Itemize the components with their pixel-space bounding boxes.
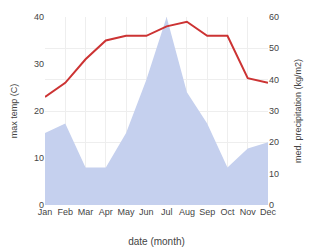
svg-text:0: 0 — [39, 200, 44, 210]
svg-text:10: 10 — [269, 169, 279, 179]
svg-text:Dec: Dec — [260, 207, 277, 217]
svg-text:60: 60 — [269, 12, 279, 22]
svg-text:20: 20 — [34, 106, 44, 116]
svg-text:med. precipitation (kg/m2): med. precipitation (kg/m2) — [293, 59, 303, 163]
svg-text:Jan: Jan — [38, 207, 53, 217]
svg-text:20: 20 — [269, 137, 279, 147]
svg-text:30: 30 — [34, 59, 44, 69]
svg-text:date (month): date (month) — [128, 236, 185, 247]
svg-text:Feb: Feb — [58, 207, 74, 217]
svg-text:Oct: Oct — [220, 207, 235, 217]
svg-text:Jun: Jun — [139, 207, 154, 217]
svg-text:Nov: Nov — [240, 207, 257, 217]
svg-text:max temp (C): max temp (C) — [9, 84, 19, 139]
svg-text:Aug: Aug — [179, 207, 195, 217]
svg-text:50: 50 — [269, 43, 279, 53]
svg-text:0: 0 — [269, 200, 274, 210]
svg-text:Apr: Apr — [99, 207, 113, 217]
svg-text:10: 10 — [34, 153, 44, 163]
svg-text:May: May — [118, 207, 136, 217]
svg-text:Jul: Jul — [161, 207, 173, 217]
svg-text:30: 30 — [269, 106, 279, 116]
svg-text:Mar: Mar — [78, 207, 94, 217]
svg-text:Sep: Sep — [199, 207, 215, 217]
svg-text:40: 40 — [34, 12, 44, 22]
svg-text:40: 40 — [269, 75, 279, 85]
